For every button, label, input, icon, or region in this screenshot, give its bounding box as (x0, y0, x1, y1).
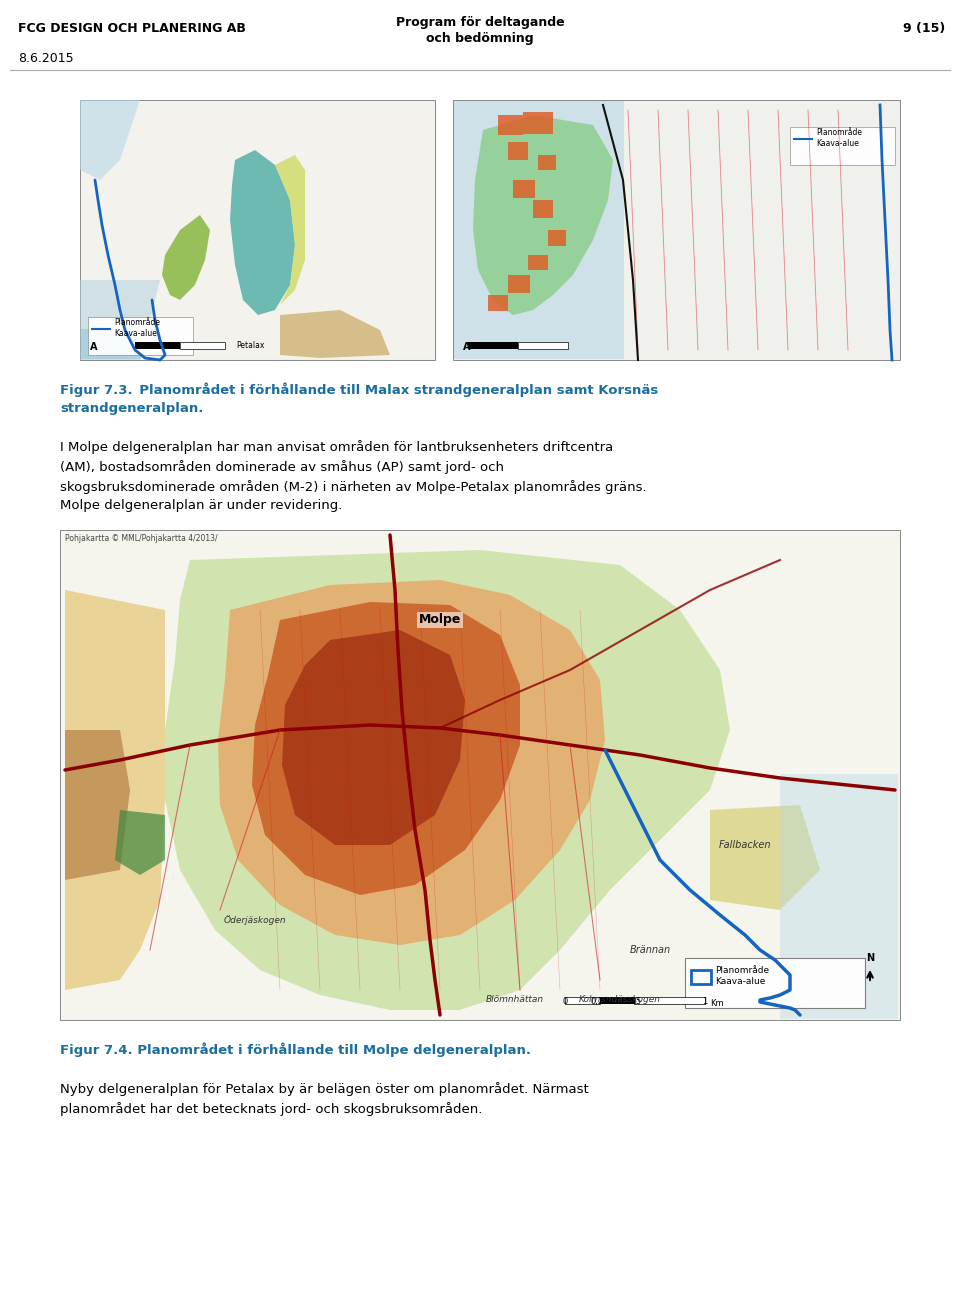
FancyBboxPatch shape (635, 997, 705, 1004)
Text: A: A (463, 342, 470, 352)
FancyBboxPatch shape (790, 127, 895, 164)
Polygon shape (473, 115, 613, 315)
Text: Pohjakartta © MML/Pohjakartta 4/2013/: Pohjakartta © MML/Pohjakartta 4/2013/ (65, 534, 218, 543)
Polygon shape (80, 281, 160, 360)
FancyBboxPatch shape (81, 329, 141, 359)
Text: 9 (15): 9 (15) (902, 22, 945, 35)
FancyBboxPatch shape (780, 774, 898, 1019)
Text: Fallbacken: Fallbacken (719, 840, 771, 850)
FancyBboxPatch shape (81, 100, 434, 359)
Polygon shape (65, 590, 165, 990)
FancyBboxPatch shape (523, 112, 553, 134)
FancyBboxPatch shape (60, 530, 900, 1021)
Text: 1: 1 (703, 997, 708, 1006)
Polygon shape (218, 579, 605, 945)
Text: FCG DESIGN OCH PLANERING AB: FCG DESIGN OCH PLANERING AB (18, 22, 246, 35)
FancyBboxPatch shape (488, 295, 508, 311)
FancyBboxPatch shape (61, 531, 899, 1019)
FancyBboxPatch shape (548, 230, 566, 247)
Text: I Molpe delgeneralplan har man anvisat områden för lantbruksenheters driftcentra: I Molpe delgeneralplan har man anvisat o… (60, 440, 647, 513)
Text: och bedömning: och bedömning (426, 33, 534, 44)
FancyBboxPatch shape (453, 100, 900, 360)
FancyBboxPatch shape (685, 958, 865, 1007)
Text: N: N (866, 953, 874, 963)
Text: Brännan: Brännan (630, 945, 671, 955)
FancyBboxPatch shape (691, 970, 711, 984)
FancyBboxPatch shape (508, 142, 528, 161)
Polygon shape (710, 805, 820, 910)
FancyBboxPatch shape (508, 275, 530, 294)
Text: Kolmandässkogen: Kolmandässkogen (579, 996, 661, 1005)
Text: Figur 7.3. Planområdet i förhållande till Malax strandgeneralplan samt Korsnäs
s: Figur 7.3. Planområdet i förhållande til… (60, 382, 659, 415)
Text: Petalax: Petalax (236, 341, 264, 350)
Polygon shape (162, 215, 210, 300)
Text: Nyby delgeneralplan för Petalax by är belägen öster om planområdet. Närmast
plan: Nyby delgeneralplan för Petalax by är be… (60, 1082, 588, 1116)
Polygon shape (282, 630, 465, 846)
FancyBboxPatch shape (565, 997, 600, 1004)
FancyBboxPatch shape (513, 180, 535, 198)
FancyBboxPatch shape (468, 342, 518, 348)
Polygon shape (275, 155, 305, 305)
FancyBboxPatch shape (533, 200, 553, 218)
Text: 8.6.2015: 8.6.2015 (18, 52, 74, 65)
Text: Planområde
Kaava-alue: Planområde Kaava-alue (715, 966, 769, 987)
Polygon shape (115, 810, 165, 874)
Polygon shape (252, 602, 520, 895)
Text: Figur 7.4. Planområdet i förhållande till Molpe delgeneralplan.: Figur 7.4. Planområdet i förhållande til… (60, 1041, 531, 1057)
Polygon shape (280, 311, 390, 358)
Text: Planområde
Kaava-alue: Planområde Kaava-alue (114, 318, 160, 338)
Text: Program för deltagande: Program för deltagande (396, 16, 564, 29)
Text: Blömnhättan: Blömnhättan (486, 996, 544, 1005)
FancyBboxPatch shape (88, 317, 193, 355)
Polygon shape (165, 549, 730, 1010)
Text: Molpe: Molpe (419, 613, 461, 626)
Polygon shape (65, 729, 130, 880)
FancyBboxPatch shape (498, 115, 523, 134)
Text: Planområde
Kaava-alue: Planområde Kaava-alue (816, 128, 862, 147)
FancyBboxPatch shape (454, 100, 899, 359)
Text: Km: Km (710, 1000, 724, 1009)
Text: Öderjäskogen: Öderjäskogen (224, 915, 286, 925)
FancyBboxPatch shape (80, 100, 435, 360)
FancyBboxPatch shape (528, 254, 548, 270)
FancyBboxPatch shape (454, 100, 624, 359)
FancyBboxPatch shape (135, 342, 180, 348)
Text: 0,5: 0,5 (629, 997, 641, 1006)
Text: 0,25: 0,25 (590, 997, 610, 1006)
Polygon shape (230, 150, 295, 315)
Text: A: A (90, 342, 98, 352)
FancyBboxPatch shape (600, 997, 635, 1004)
Text: 0: 0 (563, 997, 567, 1006)
FancyBboxPatch shape (518, 342, 568, 348)
Polygon shape (80, 100, 140, 180)
FancyBboxPatch shape (180, 342, 225, 348)
FancyBboxPatch shape (538, 155, 556, 170)
